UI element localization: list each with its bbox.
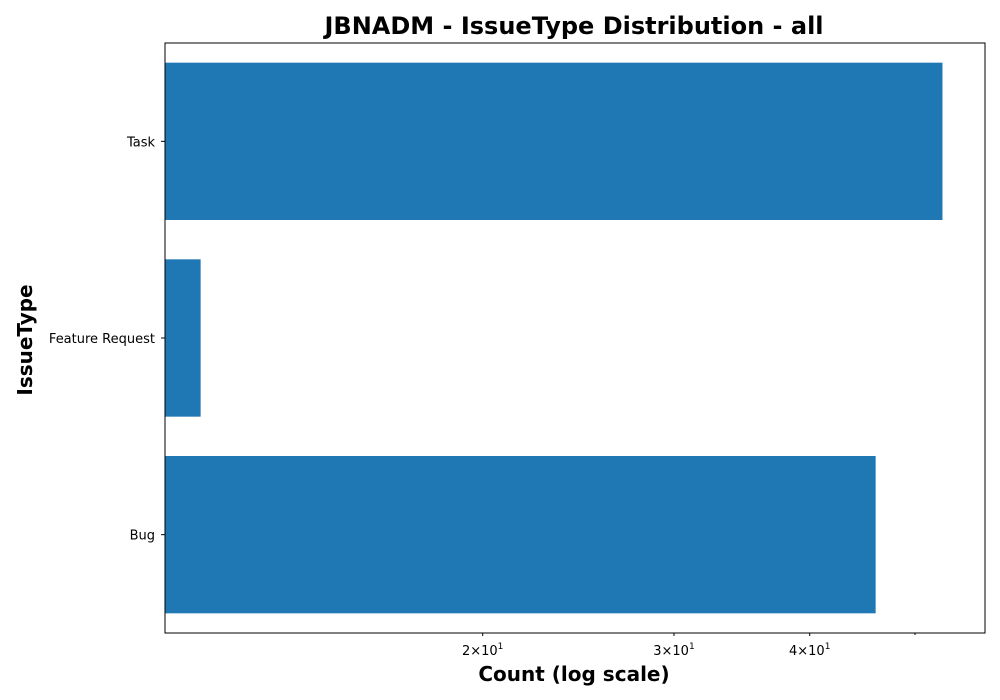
bar-task [165,62,943,220]
x-tick-label: 4×101 [789,642,830,659]
y-tick-label: Feature Request [49,332,155,347]
x-tick-label: 3×101 [653,642,694,659]
chart-title: JBNADM - IssueType Distribution - all [322,12,823,40]
y-axis: Task Feature Request Bug [49,135,165,544]
y-tick-label: Task [126,135,156,150]
x-axis: 2×101 3×101 4×101 [462,633,916,659]
bar-feature-request [165,259,201,417]
x-axis-label: Count (log scale) [478,662,669,686]
y-axis-label: IssueType [13,284,37,395]
y-tick-label: Bug [130,529,155,544]
bar-bug [165,456,876,614]
x-tick-label: 2×101 [462,642,503,659]
bar-group [165,62,943,614]
